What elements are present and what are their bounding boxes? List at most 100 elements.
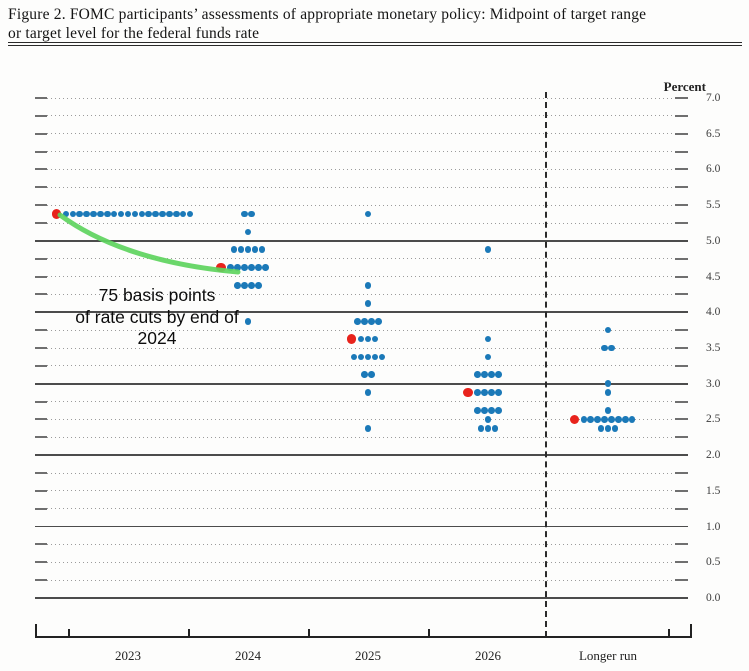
projection-dot xyxy=(361,317,368,325)
projection-dot xyxy=(186,210,194,218)
x-axis-tick xyxy=(690,624,692,637)
projection-dot xyxy=(608,344,615,352)
projection-dot xyxy=(261,264,269,271)
gridline-dotted xyxy=(35,97,688,99)
gridline-dotted xyxy=(35,204,688,207)
projection-dot xyxy=(354,317,361,325)
projection-dot xyxy=(371,335,379,343)
projection-dot xyxy=(173,210,180,218)
projection-dot xyxy=(580,416,588,423)
gridline-dotted xyxy=(35,168,688,171)
gridline-solid xyxy=(35,454,688,456)
projection-dot xyxy=(604,407,612,414)
x-axis-tick xyxy=(428,629,430,637)
y-axis-label: 4.5 xyxy=(706,270,721,283)
x-axis-label: 2026 xyxy=(475,648,501,663)
rate-cut-annotation: 75 basis points of rate cuts by end of 2… xyxy=(58,285,256,350)
projection-dot xyxy=(83,210,90,218)
longer-run-separator-line xyxy=(545,92,547,637)
projection-dot xyxy=(361,371,368,379)
projection-dot xyxy=(364,210,372,218)
gridline-dotted xyxy=(35,329,688,332)
projection-dot xyxy=(474,371,481,379)
gridline-dotted xyxy=(35,222,688,224)
projection-dot xyxy=(488,389,495,396)
projection-dot xyxy=(350,353,358,361)
figure-title: Figure 2. FOMC participants’ assessments… xyxy=(8,6,744,43)
median-dot-marker xyxy=(216,262,227,273)
gridline-dotted xyxy=(35,347,688,349)
projection-dot xyxy=(227,264,235,271)
projection-dot xyxy=(248,282,255,289)
gridline-dotted xyxy=(35,114,688,117)
projection-dot xyxy=(601,416,608,423)
projection-dot xyxy=(474,389,481,396)
projection-dot xyxy=(474,407,481,414)
gridline-dotted xyxy=(35,507,688,510)
projection-dot xyxy=(481,389,488,396)
projection-dot xyxy=(495,407,502,414)
projection-dot xyxy=(604,389,612,396)
projection-dot xyxy=(484,335,492,343)
projection-dot xyxy=(604,326,612,334)
y-axis-label: 2.0 xyxy=(706,449,721,462)
y-axis-label: 2.5 xyxy=(706,413,721,426)
y-axis-unit-label: Percent xyxy=(663,79,706,94)
projection-dot xyxy=(481,407,488,414)
projection-dot xyxy=(611,425,619,432)
gridline-dotted xyxy=(35,436,688,439)
projection-dot xyxy=(621,416,629,423)
projection-dot xyxy=(117,210,125,218)
projection-dot xyxy=(364,425,372,432)
projection-dot xyxy=(488,407,495,414)
projection-dot xyxy=(255,282,262,289)
projection-dot xyxy=(131,210,139,218)
projection-dot xyxy=(364,389,372,396)
projection-dot xyxy=(597,425,605,432)
projection-dot xyxy=(251,246,259,254)
projection-dot xyxy=(110,210,118,218)
projection-dot xyxy=(484,416,492,423)
x-axis-label: 2024 xyxy=(235,648,261,663)
projection-dot xyxy=(608,416,615,423)
projection-dot xyxy=(587,416,595,423)
projection-dot xyxy=(375,317,382,325)
projection-dot xyxy=(628,416,636,423)
projection-dot xyxy=(484,246,492,254)
projection-dot xyxy=(378,353,386,361)
projection-dot xyxy=(601,344,608,352)
x-axis-tick xyxy=(308,629,310,637)
annotation-line: of rate cuts by end of xyxy=(75,306,239,327)
projection-dot xyxy=(244,317,252,325)
projection-dot xyxy=(364,282,372,289)
projection-dot xyxy=(248,210,255,218)
projection-dot xyxy=(604,380,612,387)
x-axis-label: 2025 xyxy=(355,648,381,663)
projection-dot xyxy=(368,371,375,379)
y-axis-label: 3.0 xyxy=(706,377,721,390)
projection-dot xyxy=(244,246,252,254)
x-axis-tick xyxy=(68,629,70,637)
annotation-line: 75 basis points xyxy=(98,285,216,305)
median-dot-marker xyxy=(463,387,473,398)
y-axis-label: 7.0 xyxy=(706,92,721,104)
y-axis-label: 4.0 xyxy=(706,306,721,319)
gridline-dotted xyxy=(35,293,688,296)
gridline-solid xyxy=(35,525,688,528)
y-axis-label: 6.5 xyxy=(706,127,721,140)
figure-title-line2: or target level for the federal funds ra… xyxy=(8,24,260,42)
projection-dot xyxy=(152,210,159,218)
gridline-dotted xyxy=(35,186,688,189)
gridline-solid xyxy=(35,597,688,599)
projection-dot xyxy=(234,264,241,271)
projection-dot xyxy=(179,210,187,218)
y-axis-label: 5.5 xyxy=(706,199,721,212)
projection-dot xyxy=(62,210,70,218)
projection-dot xyxy=(124,210,132,218)
projection-dot xyxy=(69,210,77,218)
projection-dot xyxy=(368,317,375,325)
projection-dot xyxy=(357,353,365,361)
projection-dot xyxy=(258,246,266,254)
figure-title-line1: Figure 2. FOMC participants’ assessments… xyxy=(8,6,647,23)
